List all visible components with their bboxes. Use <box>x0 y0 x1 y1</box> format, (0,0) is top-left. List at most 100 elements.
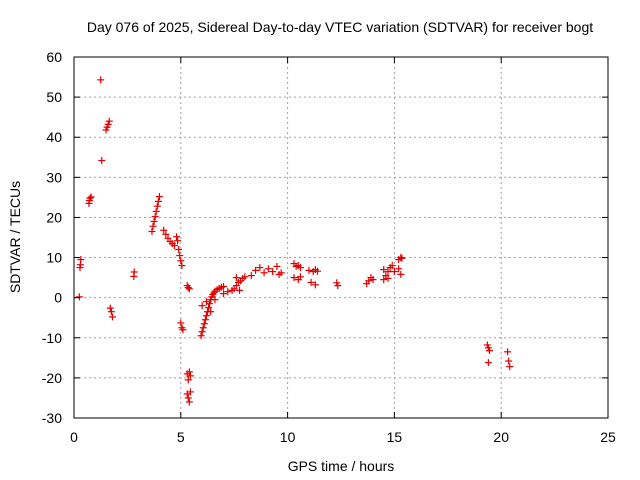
data-point <box>178 262 186 270</box>
data-point <box>398 254 406 262</box>
data-point <box>207 308 215 316</box>
data-point <box>179 326 187 334</box>
data-point <box>184 376 192 384</box>
data-point <box>247 272 255 280</box>
y-tick-label: 0 <box>54 290 62 306</box>
data-point <box>397 254 405 262</box>
y-tick-label: 40 <box>46 129 62 145</box>
data-point <box>269 268 277 276</box>
data-point <box>107 308 115 316</box>
data-point <box>154 197 162 205</box>
y-tick-label: 30 <box>46 169 62 185</box>
data-point <box>97 76 105 84</box>
data-point <box>186 372 194 380</box>
data-point <box>210 289 218 297</box>
grid-lines <box>74 57 608 418</box>
data-point <box>98 156 106 164</box>
y-tick-label: 20 <box>46 209 62 225</box>
data-point <box>296 264 304 272</box>
data-point <box>162 230 170 238</box>
data-point <box>384 268 392 276</box>
data-point <box>77 256 85 264</box>
data-point <box>160 226 168 234</box>
x-axis-label: GPS time / hours <box>288 458 395 474</box>
y-tick-label: 10 <box>46 250 62 266</box>
x-tick-label: 25 <box>600 429 616 445</box>
data-point <box>186 388 194 396</box>
data-point <box>211 296 219 304</box>
data-point <box>202 312 210 320</box>
data-point <box>224 288 232 296</box>
x-tick-label: 20 <box>493 429 509 445</box>
data-point <box>106 304 114 312</box>
data-point <box>130 268 138 276</box>
data-point <box>334 282 342 290</box>
data-point <box>176 252 184 260</box>
data-point <box>197 332 205 340</box>
x-tick-label: 15 <box>387 429 403 445</box>
chart-title: Day 076 of 2025, Sidereal Day-to-day VTE… <box>87 19 593 35</box>
x-tick-label: 0 <box>70 429 78 445</box>
data-points <box>75 76 514 406</box>
data-point <box>314 267 322 275</box>
data-point <box>390 268 398 276</box>
data-point <box>205 304 213 312</box>
data-point <box>296 273 304 281</box>
data-point <box>380 276 388 284</box>
data-point <box>232 274 240 282</box>
data-point <box>505 357 513 365</box>
data-point <box>200 320 208 328</box>
data-point <box>198 328 206 336</box>
data-point <box>185 368 193 376</box>
data-point <box>369 276 377 284</box>
data-point <box>307 278 315 286</box>
x-tick-label: 10 <box>280 429 296 445</box>
data-point <box>380 266 388 274</box>
data-point <box>75 293 83 301</box>
data-point <box>104 120 112 128</box>
data-point <box>264 265 272 273</box>
data-point <box>177 319 185 327</box>
data-point <box>177 257 185 265</box>
data-point <box>152 207 160 215</box>
data-point <box>252 266 260 274</box>
data-point <box>170 242 178 250</box>
y-axis-ticks: -30 -20 -10 0 10 20 30 40 50 60 <box>42 49 608 426</box>
data-point <box>87 193 95 201</box>
data-point <box>184 394 192 402</box>
y-tick-label: -10 <box>42 330 62 346</box>
y-tick-label: -20 <box>42 370 62 386</box>
data-point <box>260 269 268 277</box>
y-tick-label: 50 <box>46 89 62 105</box>
y-axis-label: SDTVAR / TECUs <box>7 181 23 293</box>
data-point <box>105 117 113 125</box>
data-point <box>388 262 396 270</box>
data-point <box>273 262 281 270</box>
data-point <box>174 237 182 245</box>
data-point <box>184 284 192 292</box>
data-point <box>149 222 157 230</box>
data-point <box>311 281 319 289</box>
data-point <box>108 313 116 321</box>
plot-frame <box>73 56 609 419</box>
data-point <box>220 282 228 290</box>
data-point <box>236 286 244 294</box>
data-point <box>485 347 493 355</box>
data-point <box>220 290 228 298</box>
data-point <box>384 274 392 282</box>
y-tick-label: 60 <box>46 49 62 65</box>
data-point <box>185 285 193 293</box>
data-point <box>506 363 514 371</box>
data-point <box>201 316 209 324</box>
data-point <box>199 324 207 332</box>
data-point <box>185 398 193 406</box>
x-axis-ticks: 0 5 10 15 20 25 <box>70 57 616 445</box>
data-point <box>175 246 183 254</box>
data-point <box>484 359 492 367</box>
data-point <box>173 233 181 241</box>
data-point <box>86 194 94 202</box>
data-point <box>241 273 249 281</box>
y-tick-label: -30 <box>42 410 62 426</box>
data-point <box>202 298 210 306</box>
